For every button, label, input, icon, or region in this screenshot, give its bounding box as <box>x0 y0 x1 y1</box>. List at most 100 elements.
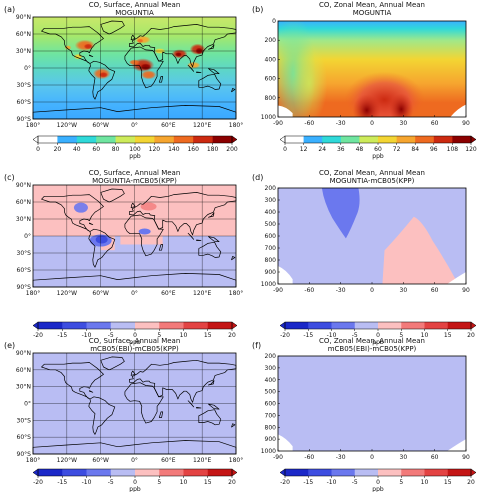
colorbar-swatch <box>110 469 136 476</box>
colorbar-tick-label: -20 <box>33 479 43 486</box>
y-tick-label: 0 <box>272 18 276 25</box>
emission-hotspot <box>175 52 182 57</box>
colorbar-tick-label: 180 <box>207 146 219 153</box>
colorbar-swatch <box>285 322 309 329</box>
coastline <box>196 407 202 409</box>
colorbar-swatch <box>433 136 453 143</box>
map-y-tick-label: 30°S <box>17 250 32 257</box>
panel-letter: (a) <box>4 5 15 14</box>
panel-title: CO, Zonal Mean, Annual Mean <box>319 169 425 177</box>
zonal-axes: -90 -60 -30 0 30 60 90 200 300 400 500 600 700 800 900… <box>261 353 470 461</box>
coastline <box>158 411 164 418</box>
x-tick-label: -30 <box>336 287 346 294</box>
x-tick-label: 60 <box>431 287 439 294</box>
map-x-tick-label: 60°W <box>92 290 109 297</box>
colorbar-tick-label: 0 <box>133 479 137 486</box>
colorbar-swatch <box>193 136 213 143</box>
colorbar-swatch <box>401 322 425 329</box>
coastline <box>158 244 164 251</box>
high-co-region <box>389 93 414 117</box>
coastline <box>41 362 104 400</box>
colorbar-swatch <box>62 322 87 329</box>
colorbar-tick-label: 40 <box>73 146 81 153</box>
x-tick-label: -60 <box>304 454 314 461</box>
coastline <box>100 188 125 203</box>
colorbar-tick-label: 20 <box>467 332 475 339</box>
colorbar-tick-label: -20 <box>280 332 290 339</box>
coastline <box>187 400 195 408</box>
map-frame <box>32 352 237 455</box>
map-axes: 180° 120°W 60°W 0° 60°E 120°E 180° 90°N 60°N 30°N… <box>16 350 243 464</box>
colorbar: -20 -15 -10 -5 0 5 10 15 20 ppb <box>32 468 238 492</box>
panel-title: CO, Surface, Annual Mean <box>89 169 181 177</box>
negative-region <box>321 188 360 239</box>
x-tick-label: 90 <box>462 120 470 127</box>
colorbar-tick-label: -10 <box>327 332 337 339</box>
negative-patch <box>73 202 88 213</box>
colorbar-swatch <box>331 322 356 329</box>
colorbar-swatch <box>415 136 435 143</box>
colorbar-swatch <box>110 322 136 329</box>
colorbar-extend-low <box>279 321 286 330</box>
x-tick-label: -60 <box>304 120 314 127</box>
map-x-tick-label: 120°E <box>193 122 211 129</box>
zonal-diff-ebi <box>278 356 466 451</box>
map-x-tick-label: 180° <box>26 457 40 464</box>
colorbar-tick-label: 20 <box>228 479 236 486</box>
y-tick-label: 400 <box>265 56 277 63</box>
colorbar-swatch <box>424 322 449 329</box>
positive-region <box>382 216 456 284</box>
map-gridlines <box>33 17 236 119</box>
colorbar-tick-label: 160 <box>187 146 199 153</box>
colorbar-swatch <box>285 469 309 476</box>
colorbar-tick-label: 84 <box>411 146 419 153</box>
colorbar-tick-label: -20 <box>280 479 290 486</box>
colorbar-extend-low <box>32 468 39 477</box>
coastline <box>88 60 116 100</box>
map-y-tick-label: 60°N <box>16 31 31 38</box>
panel-title: CO, Zonal Mean, Annual Mean <box>319 337 425 345</box>
colorbar: 0 12 24 36 48 60 72 84 96 108 120 ppb <box>279 135 477 160</box>
colorbar-tick-label: 20 <box>228 332 236 339</box>
panel-letter: (d) <box>252 173 263 182</box>
colorbar-tick-label: 15 <box>204 479 212 486</box>
colorbar-swatch <box>76 136 97 143</box>
colorbar-extend-high <box>470 321 477 330</box>
y-tick-label: 1000 <box>261 114 276 121</box>
map-gridlines <box>33 185 236 287</box>
colorbar: -20 -15 -10 -5 0 5 10 15 20 ppb <box>32 321 238 346</box>
colorbar-tick-label: 96 <box>430 146 438 153</box>
panel-subtitle: MOGUNTIA <box>353 9 392 17</box>
coastline <box>88 228 116 268</box>
coastline <box>129 24 237 68</box>
map-x-tick-label: 120°W <box>57 290 77 297</box>
coastline <box>89 222 94 226</box>
y-tick-label: 300 <box>265 365 277 372</box>
map-y-tick-label: 90°S <box>17 451 32 458</box>
coastline <box>41 194 104 232</box>
map-frame <box>32 184 237 288</box>
map-y-tick-label: 60°N <box>16 367 31 374</box>
colorbar-swatch <box>38 322 63 329</box>
colorbar-swatch <box>135 469 160 476</box>
map-gridlines <box>33 353 236 454</box>
x-tick-label: 0 <box>370 454 374 461</box>
topography-mask <box>450 104 466 117</box>
zonal-diff-moguntia <box>278 188 466 284</box>
colorbar-swatch <box>115 136 136 143</box>
coastline <box>231 88 236 93</box>
y-tick-label: 300 <box>265 197 277 204</box>
map-y-tick-label: 60°S <box>17 434 32 441</box>
colorbar-tick-label: 0 <box>36 146 40 153</box>
panel-title: CO, Surface, Annual Mean <box>89 337 181 345</box>
map-y-tick-label: 90°S <box>17 116 32 123</box>
panel-title: CO, Surface, Annual Mean <box>89 1 181 9</box>
map-y-tick-label: 30°N <box>16 384 31 391</box>
y-tick-label: 1000 <box>261 448 276 455</box>
y-tick-label: 500 <box>265 389 277 396</box>
colorbar-tick-label: -15 <box>57 479 67 486</box>
coastline <box>41 26 104 64</box>
colorbar-tick-label: 5 <box>157 479 161 486</box>
emission-hotspot <box>83 43 93 50</box>
